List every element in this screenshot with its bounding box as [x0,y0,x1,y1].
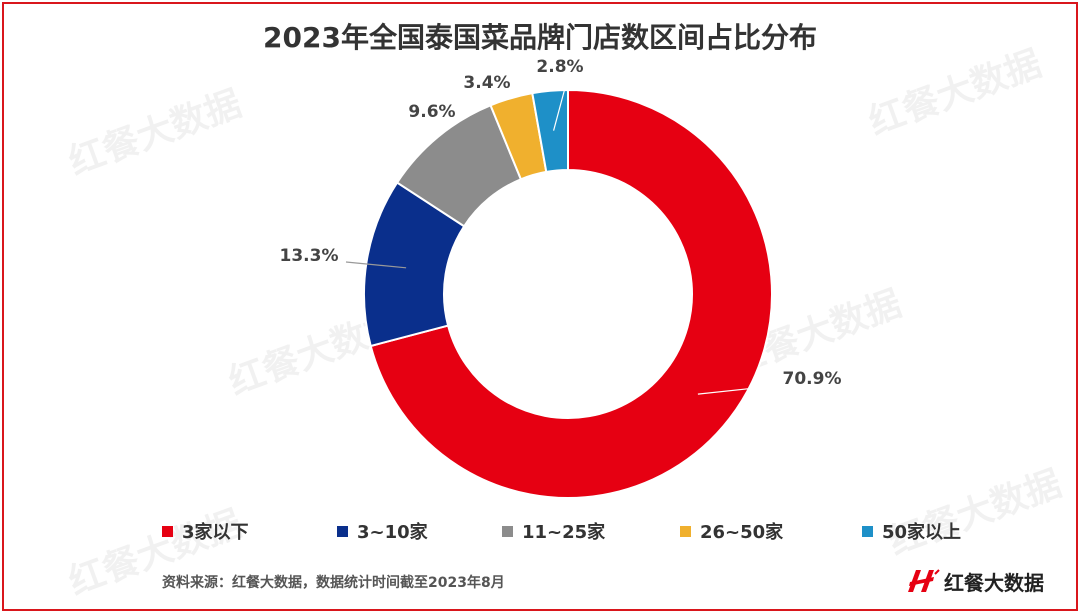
legend-swatch [162,525,173,537]
legend-label: 50家以上 [882,522,962,543]
legend-swatch [337,525,348,537]
legend-swatch [502,525,513,537]
legend-label: 26~50家 [700,522,784,543]
data-label: 13.3% [280,246,339,266]
legend-item: 3~10家 [337,518,428,544]
legend-label: 11~25家 [522,522,606,543]
source-note: 资料来源：红餐大数据，数据统计时间截至2023年8月 [162,575,505,591]
brand-mark-icon [908,569,940,592]
leader-line [697,385,775,395]
legend-swatch [862,525,873,537]
legend-item: 26~50家 [680,518,783,544]
legend: 3家以下 3~10家 11~25家 26~50家 50家以上 [4,518,1076,548]
data-label: 9.6% [408,102,455,122]
legend-item: 3家以下 [162,518,249,544]
brand-name: 红餐大数据 [944,570,1044,595]
donut-chart: 70.9% 13.3% 9.6% 3.4% 2.8% [280,57,842,499]
slice-3 [369,88,773,499]
leader-line [553,87,566,131]
legend-swatch [680,525,691,537]
legend-item: 11~25家 [502,518,605,544]
chart-title: 2023年全国泰国菜品牌门店数区间占比分布 [263,21,817,54]
data-label: 70.9% [783,369,842,389]
brand-logo: 红餐大数据 [904,566,1044,596]
legend-label: 3~10家 [357,522,428,543]
legend-item: 50家以上 [862,518,961,544]
legend-label: 3家以下 [182,522,249,543]
data-label: 3.4% [463,73,510,93]
data-label: 2.8% [536,57,583,77]
leader-line [345,261,407,269]
